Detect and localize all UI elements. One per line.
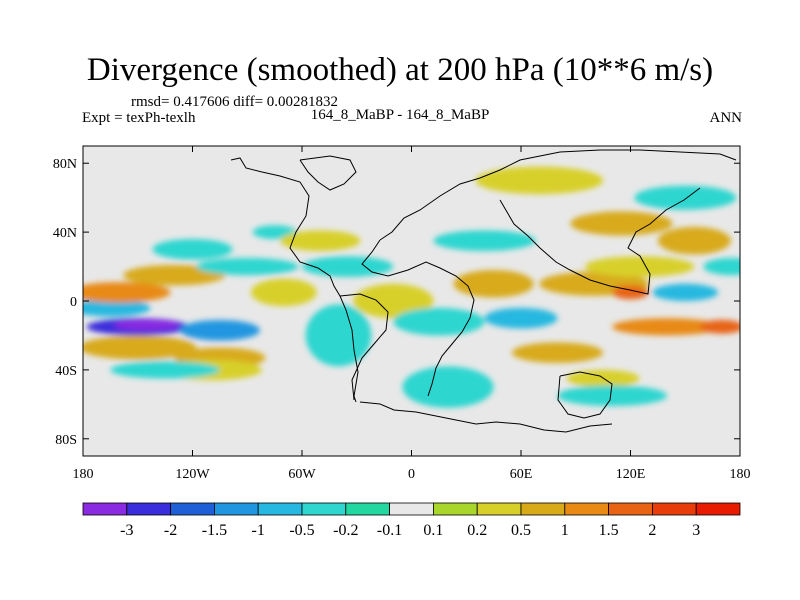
field-region xyxy=(353,283,434,319)
field-region xyxy=(83,282,171,303)
case-label: 164_8_MaBP - 164_8_MaBP xyxy=(310,107,490,123)
field-region xyxy=(433,230,536,251)
colorbar-level-label: 0.5 xyxy=(511,522,531,539)
coastline-antarctica xyxy=(359,401,613,433)
y-tick-label: 40S xyxy=(55,364,77,379)
coastline-south-america xyxy=(339,293,389,401)
season-label: ANN xyxy=(709,110,743,126)
colorbar-level-label: -1.5 xyxy=(202,522,227,539)
colorbar-level-label: -0.2 xyxy=(333,522,358,539)
colorbar-level-label: 1 xyxy=(561,522,569,539)
field-region xyxy=(302,256,394,277)
field-region xyxy=(475,166,604,195)
field-region xyxy=(557,385,668,407)
field-region xyxy=(179,320,260,341)
colorbar: -3 -2 -1.5 -1 -0.5 -0.2 -0.1 0.1 0.2 0.5 1 1.5 2 3 xyxy=(82,502,741,539)
colorbar-swatch xyxy=(301,502,347,516)
colorbar-level-label: 3 xyxy=(692,522,700,539)
colorbar-swatch xyxy=(652,502,697,516)
colorbar-swatch xyxy=(520,502,566,516)
field-region xyxy=(612,318,722,336)
colorbar-level-label: 0.2 xyxy=(467,522,487,539)
colorbar-level-label: -3 xyxy=(120,522,133,539)
colorbar-swatch xyxy=(476,502,522,516)
colorbar-swatch xyxy=(213,502,259,516)
colorbar-swatch xyxy=(170,502,215,516)
colorbar-swatch xyxy=(345,502,390,516)
colorbar-level-label: -0.5 xyxy=(289,522,314,539)
field-region xyxy=(511,342,604,364)
field-region xyxy=(123,264,226,286)
field-region xyxy=(280,230,361,251)
colorbar-swatch xyxy=(389,502,434,516)
colorbar-swatch xyxy=(432,502,478,516)
coastline-greenland xyxy=(299,155,357,191)
field-region xyxy=(252,225,297,240)
rmsd-diff-stats: rmsd= 0.417606 diff= 0.00281832 xyxy=(131,94,339,110)
field-region xyxy=(83,335,197,360)
field-region xyxy=(250,278,317,307)
field-region xyxy=(402,366,494,408)
field-region xyxy=(652,283,719,301)
field-region xyxy=(152,239,233,260)
y-tick-label: 80S xyxy=(55,433,77,448)
field-region xyxy=(113,319,180,331)
colorbar-level-label: -1 xyxy=(252,522,265,539)
field-region xyxy=(657,226,731,255)
x-tick-label: 120E xyxy=(616,467,646,482)
colorbar-swatch xyxy=(82,502,128,516)
x-tick-label: 120W xyxy=(175,467,210,482)
colorbar-level-label: 0.1 xyxy=(423,522,443,539)
colorbar-level-label: -2 xyxy=(164,522,177,539)
chart-title: Divergence (smoothed) at 200 hPa (10**6 … xyxy=(86,52,714,88)
experiment-label: Expt = texPh-texlh xyxy=(82,110,196,126)
x-tick-label: 60E xyxy=(510,467,533,482)
field-region xyxy=(484,307,558,329)
field-region xyxy=(305,304,372,367)
field-region xyxy=(634,185,737,210)
field-region xyxy=(699,319,740,334)
x-tick-label: 180 xyxy=(730,467,751,482)
field-region xyxy=(584,256,695,277)
x-tick-label: 0 xyxy=(408,467,415,482)
x-tick-label: 180 xyxy=(73,467,94,482)
field-region xyxy=(83,299,151,317)
colorbar-level-label: 1.5 xyxy=(599,522,619,539)
coastline-eurasia xyxy=(379,149,737,241)
field-region xyxy=(393,307,485,336)
x-axis: 180 120W 60W 0 60E 120E 180 xyxy=(73,146,751,482)
y-tick-label: 40N xyxy=(53,226,77,241)
colorbar-level-label: -0.1 xyxy=(377,522,402,539)
colorbar-swatch xyxy=(695,502,741,516)
field-region xyxy=(570,211,673,236)
coastline-asia xyxy=(499,187,701,295)
y-tick-label: 80N xyxy=(53,157,77,172)
field-region xyxy=(612,285,649,300)
colorbar-swatch xyxy=(564,502,609,516)
coastline-europe-africa xyxy=(361,239,475,397)
field-region xyxy=(196,258,299,276)
y-tick-label: 0 xyxy=(70,295,77,310)
x-tick-label: 60W xyxy=(288,467,316,482)
colorbar-swatch xyxy=(608,502,653,516)
field-region xyxy=(703,258,740,276)
colorbar-swatch xyxy=(126,502,172,516)
colorbar-level-label: 2 xyxy=(648,522,656,539)
colorbar-swatch xyxy=(257,502,303,516)
coastline-outline xyxy=(230,149,737,433)
coastline-north-america xyxy=(230,157,359,403)
divergence-field xyxy=(83,166,740,408)
field-region xyxy=(110,361,220,379)
field-region xyxy=(453,270,534,298)
y-axis: 80N 40N 0 40S 80S xyxy=(53,157,740,448)
coastline-australia xyxy=(557,371,613,419)
